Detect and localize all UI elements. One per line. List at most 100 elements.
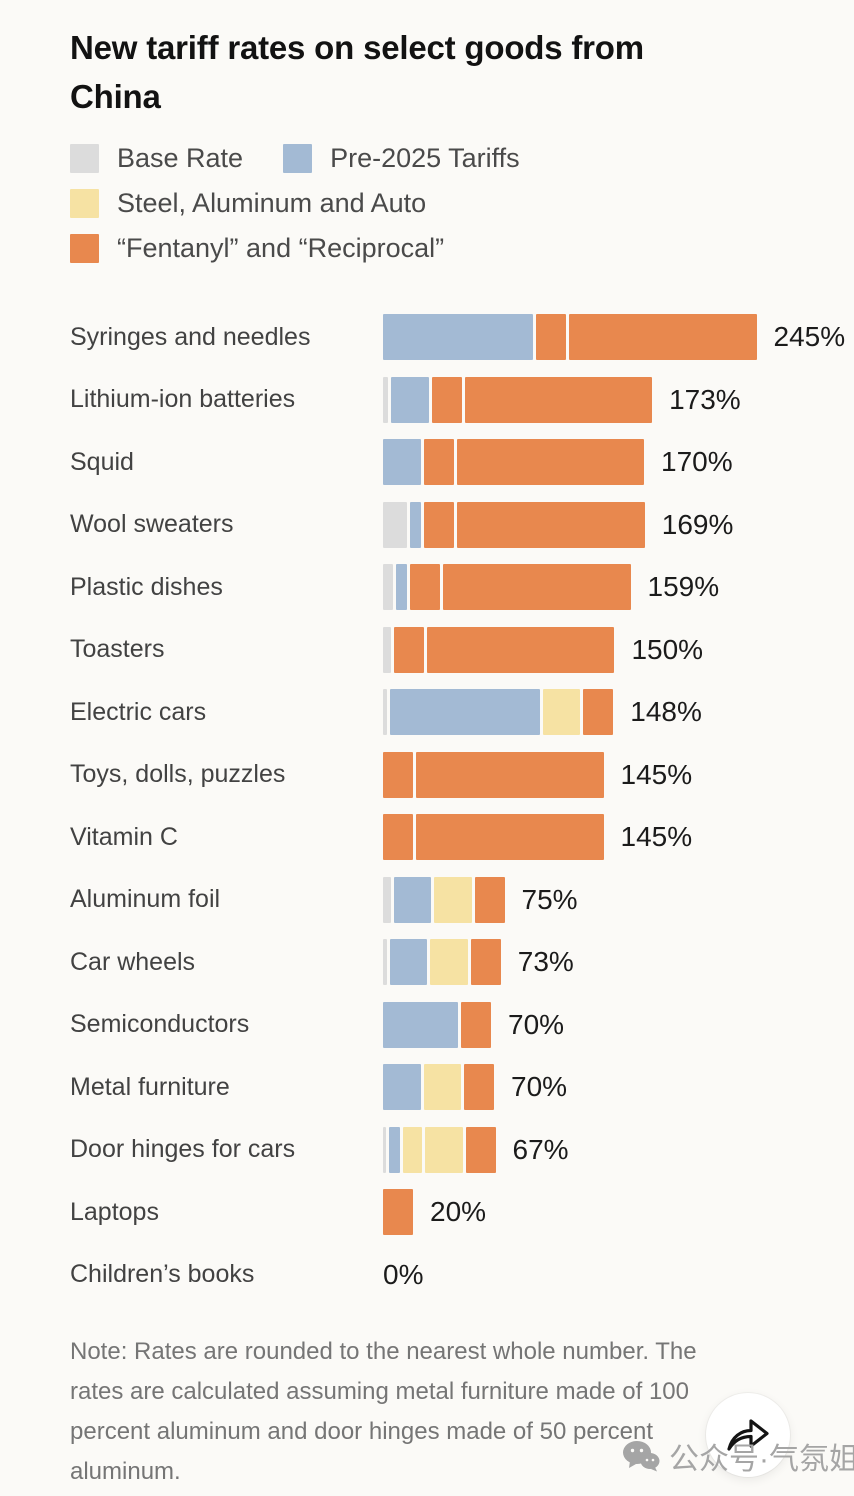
bar-segment-steel	[423, 1064, 461, 1111]
chart-row: Electric cars 148%	[70, 681, 794, 744]
chart-row: Metal furniture 70%	[70, 1056, 794, 1119]
value-label: 0%	[383, 1258, 424, 1290]
value-label: 67%	[512, 1133, 569, 1165]
bar-segment-base	[383, 501, 407, 548]
bar-segment-fentanyl	[465, 1126, 496, 1173]
legend-label: Steel, Aluminum and Auto	[117, 188, 427, 218]
bar-segment-base	[383, 939, 387, 986]
stacked-bar: 20%	[383, 1189, 487, 1236]
category-label: Aluminum foil	[70, 885, 221, 914]
value-label: 245%	[773, 321, 846, 353]
bar-segment-base	[383, 689, 387, 736]
page-title: New tariff rates on select goods from Chi…	[70, 24, 750, 121]
bar-segment-fentanyl	[470, 939, 501, 986]
bar-segment-reciprocal	[464, 376, 653, 423]
chart-row: Vitamin C 145%	[70, 806, 794, 869]
category-label: Children’s books	[70, 1260, 255, 1289]
bar-segment-base	[383, 376, 389, 423]
stacked-bar: 148%	[383, 689, 702, 736]
bar-segment-fentanyl	[461, 1001, 491, 1048]
stacked-bar: 145%	[383, 751, 692, 798]
stacked-bar: 145%	[383, 814, 693, 861]
stacked-bar: 75%	[383, 876, 578, 923]
stacked-bar: 70%	[383, 1001, 565, 1048]
category-label: Syringes and needles	[70, 322, 311, 351]
value-label: 145%	[620, 821, 693, 853]
bar-segment-pre2025	[383, 1001, 458, 1048]
value-label: 170%	[661, 446, 733, 478]
bar-segment-fentanyl	[423, 439, 454, 486]
category-label: Semiconductors	[70, 1010, 250, 1039]
stacked-bar: 170%	[383, 439, 733, 486]
bar-segment-pre2025	[383, 439, 421, 486]
title-line-1: New tariff rates on select goods from	[70, 29, 644, 66]
bar-segment-pre2025	[383, 1064, 421, 1111]
stacked-bar: 70%	[383, 1064, 568, 1111]
legend-item-base: Base Rate	[70, 143, 243, 174]
bar-segment-fentanyl	[536, 314, 566, 361]
category-label: Laptops	[70, 1197, 159, 1226]
watermark: 公众号·气氛姐	[622, 1434, 854, 1478]
bar-segment-base	[383, 1126, 386, 1173]
legend-label: Pre-2025 Tariffs	[330, 143, 520, 173]
steel-swatch	[70, 189, 99, 218]
bar-segment-base	[383, 626, 391, 673]
bar-segment-reciprocal	[443, 564, 631, 611]
share-button[interactable]	[706, 1393, 790, 1477]
bar-segment-reciprocal	[456, 439, 644, 486]
value-label: 70%	[508, 1008, 565, 1040]
chart-row: Toasters 150%	[70, 619, 794, 682]
chart-row: Semiconductors 70%	[70, 994, 794, 1057]
base-swatch	[70, 144, 99, 173]
stacked-bar: 173%	[383, 376, 741, 423]
category-label: Car wheels	[70, 947, 196, 976]
value-label: 20%	[430, 1196, 487, 1228]
bar-segment-pre2025	[389, 689, 540, 736]
bar-segment-pre2025	[389, 1126, 401, 1173]
pre2025-swatch	[283, 144, 313, 173]
stacked-bar: 0%	[383, 1252, 423, 1298]
legend-item-pre2025: Pre-2025 Tariffs	[283, 143, 520, 174]
bar-segment-pre2025	[383, 314, 533, 361]
bar-segment-fentanyl	[464, 1064, 494, 1111]
bar-segment-fentanyl	[474, 876, 505, 923]
legend: Base Rate Pre-2025 Tariffs Steel, Aluminum…	[70, 143, 670, 264]
legend-item-fentanyl: “Fentanyl” and “Reciprocal”	[70, 233, 444, 264]
bar-segment-pre2025	[395, 564, 407, 611]
bar-segment-reciprocal	[457, 501, 645, 548]
bar-segment-fentanyl	[424, 501, 455, 548]
bar-segment-steel	[403, 1126, 422, 1173]
bar-segment-pre2025	[410, 501, 422, 548]
value-label: 70%	[511, 1071, 568, 1103]
bar-segment-base	[383, 564, 393, 611]
chart-row: Aluminum foil 75%	[70, 869, 794, 932]
category-label: Toys, dolls, puzzles	[70, 760, 286, 789]
category-label: Toasters	[70, 635, 165, 664]
wechat-icon	[622, 1440, 660, 1472]
legend-label: Base Rate	[117, 143, 244, 173]
category-label: Metal furniture	[70, 1072, 230, 1101]
stacked-bar: 169%	[383, 501, 733, 548]
value-label: 148%	[630, 696, 702, 728]
bar-segment-fentanyl	[583, 689, 614, 736]
share-arrow-icon	[725, 1415, 771, 1455]
bar-segment-fentanyl	[410, 564, 440, 611]
chart-row: Plastic dishes 159%	[70, 556, 794, 619]
value-label: 150%	[631, 633, 704, 665]
bar-segment-steel	[430, 939, 468, 986]
chart-row: Children’s books 0%	[70, 1244, 794, 1307]
category-label: Door hinges for cars	[70, 1135, 296, 1164]
legend-label: “Fentanyl” and “Reciprocal”	[117, 233, 445, 263]
bar-segment-fentanyl	[383, 751, 413, 798]
stacked-bar: 245%	[383, 314, 846, 361]
chart-row: Car wheels 73%	[70, 931, 794, 994]
category-label: Wool sweaters	[70, 510, 234, 539]
bar-segment-fentanyl	[393, 626, 424, 673]
bar-segment-pre2025	[393, 876, 431, 923]
bar-segment-steel	[434, 876, 472, 923]
category-label: Electric cars	[70, 697, 207, 726]
chart-row: Laptops 20%	[70, 1181, 794, 1244]
chart-row: Lithium-ion batteries 173%	[70, 369, 794, 432]
